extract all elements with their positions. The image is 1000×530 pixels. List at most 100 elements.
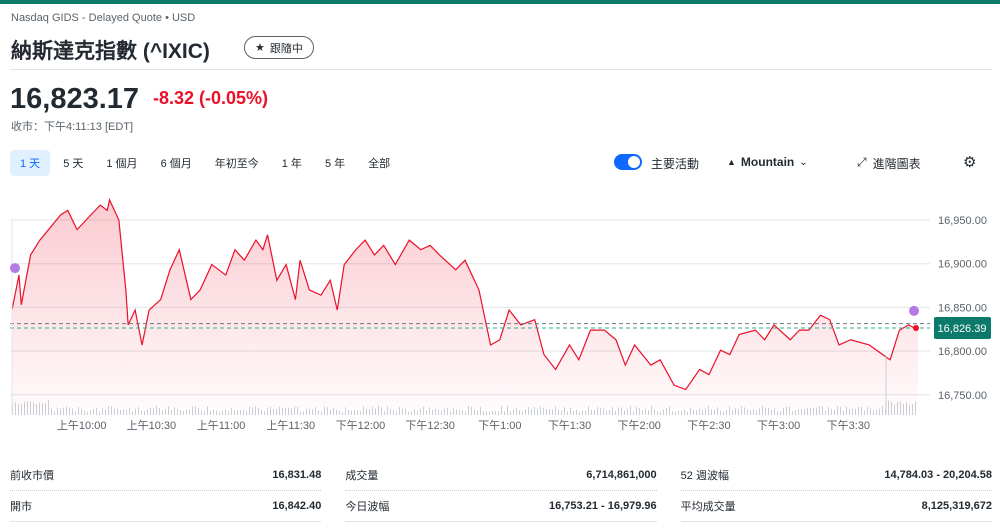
volume-bar xyxy=(909,405,910,415)
stat-cell: 開市 16,842.40 xyxy=(10,491,321,522)
volume-bar xyxy=(708,406,709,415)
stat-cell: 前收市價 16,831.48 xyxy=(10,460,321,491)
volume-bar xyxy=(825,411,826,415)
volume-bar xyxy=(393,410,394,415)
volume-bar xyxy=(126,410,127,415)
volume-bar xyxy=(78,407,79,415)
stats-table: 前收市價 16,831.48 成交量 6,714,861,000 52 週波幅 14,78… xyxy=(10,460,992,522)
volume-bar xyxy=(741,406,742,415)
volume-bar xyxy=(735,408,736,415)
range-tab[interactable]: 6 個月 xyxy=(151,150,202,176)
volume-bar xyxy=(873,410,874,415)
chart-type-dropdown[interactable]: ▲ Mountain ⌄ xyxy=(727,155,808,169)
volume-bar xyxy=(390,409,391,415)
stat-value: 16,831.48 xyxy=(272,469,321,481)
volume-bar xyxy=(27,401,28,415)
volume-bar xyxy=(111,407,112,415)
volume-bar xyxy=(762,406,763,415)
volume-bar xyxy=(384,412,385,415)
volume-bar xyxy=(627,409,628,415)
stats-row: 前收市價 16,831.48 成交量 6,714,861,000 52 週波幅 14,78… xyxy=(10,460,992,491)
volume-bar xyxy=(474,410,475,415)
volume-bar xyxy=(321,412,322,415)
volume-bar xyxy=(600,408,601,415)
volume-bar xyxy=(753,409,754,415)
volume-bar xyxy=(96,408,97,415)
volume-bar xyxy=(744,407,745,415)
volume-bar xyxy=(174,407,175,415)
volume-bar xyxy=(327,407,328,415)
volume-bar xyxy=(747,409,748,415)
volume-bar xyxy=(699,408,700,415)
volume-bar xyxy=(864,411,865,415)
volume-bar xyxy=(666,408,667,415)
current-price: 16,823.17 xyxy=(10,83,139,116)
volume-bar xyxy=(282,408,283,415)
volume-bar xyxy=(351,411,352,415)
price-area xyxy=(12,200,918,408)
follow-button[interactable]: ★ 跟隨中 xyxy=(244,36,314,59)
volume-bar xyxy=(66,407,67,415)
volume-bar xyxy=(501,406,502,415)
market-close-time: 收市：下午4:11:13 [EDT] xyxy=(11,118,133,134)
volume-bar xyxy=(879,408,880,415)
volume-bar xyxy=(36,404,37,415)
volume-bar xyxy=(189,409,190,415)
stat-label: 平均成交量 xyxy=(681,498,736,514)
volume-bar xyxy=(591,409,592,415)
stat-value: 16,753.21 - 16,979.96 xyxy=(549,500,657,512)
volume-bar xyxy=(510,412,511,415)
volume-bar xyxy=(21,405,22,415)
range-tab[interactable]: 1 天 xyxy=(10,150,50,176)
volume-bar xyxy=(138,407,139,415)
event-dot xyxy=(909,306,919,316)
range-tab[interactable]: 1 個月 xyxy=(96,150,147,176)
volume-bar xyxy=(87,412,88,415)
volume-bar xyxy=(822,406,823,415)
x-tick-label: 下午3:30 xyxy=(827,419,870,432)
volume-bar xyxy=(840,407,841,415)
volume-bar xyxy=(297,407,298,415)
volume-bar xyxy=(198,408,199,415)
volume-bar xyxy=(270,407,271,415)
volume-bar xyxy=(507,406,508,415)
price-chart[interactable]: 16,950.00 16,900.00 16,850.00 16,800.00 16,7… xyxy=(0,180,1000,440)
stat-value: 14,784.03 - 20,204.58 xyxy=(884,469,992,481)
volume-bar xyxy=(339,410,340,415)
range-tab[interactable]: 全部 xyxy=(358,150,400,176)
volume-bar xyxy=(621,408,622,415)
volume-bar xyxy=(576,410,577,415)
gear-icon[interactable]: ⚙ xyxy=(963,153,976,171)
range-tab[interactable]: 5 天 xyxy=(53,150,93,176)
volume-bar xyxy=(420,409,421,415)
volume-bar xyxy=(579,412,580,415)
volume-bar xyxy=(540,406,541,415)
volume-bar xyxy=(405,409,406,415)
volume-bar xyxy=(891,402,892,415)
volume-bar xyxy=(690,408,691,415)
event-dot xyxy=(10,263,20,273)
volume-bar xyxy=(504,411,505,415)
range-tab[interactable]: 1 年 xyxy=(272,150,312,176)
range-tab[interactable]: 5 年 xyxy=(315,150,355,176)
volume-bar xyxy=(306,408,307,415)
volume-bar xyxy=(543,408,544,415)
stat-value: 8,125,319,672 xyxy=(922,500,992,512)
volume-bar xyxy=(720,411,721,415)
volume-bar xyxy=(411,412,412,415)
volume-bar xyxy=(396,412,397,415)
volume-bar xyxy=(888,401,889,415)
advanced-chart-button[interactable]: ⤢ 進階圖表 xyxy=(857,155,921,172)
events-toggle[interactable] xyxy=(614,154,642,170)
stat-label: 開市 xyxy=(10,498,32,514)
stat-label: 前收市價 xyxy=(10,467,54,483)
volume-bar xyxy=(162,411,163,415)
volume-bar xyxy=(834,410,835,415)
volume-bar xyxy=(696,410,697,415)
volume-bar xyxy=(90,410,91,415)
current-price-badge-label: 16,826.39 xyxy=(938,323,987,335)
volume-bar xyxy=(429,407,430,415)
volume-bar xyxy=(114,408,115,415)
range-tab[interactable]: 年初至今 xyxy=(205,150,269,176)
volume-bar xyxy=(363,406,364,415)
